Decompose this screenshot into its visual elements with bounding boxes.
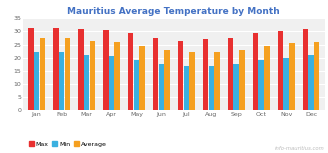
- Bar: [277, 32, 283, 110]
- Bar: [109, 56, 114, 110]
- Bar: [128, 33, 133, 110]
- Bar: [78, 29, 84, 110]
- Bar: [84, 55, 89, 110]
- Bar: [314, 42, 319, 110]
- Bar: [302, 29, 308, 110]
- Bar: [134, 60, 139, 110]
- Bar: [184, 66, 189, 110]
- Bar: [159, 64, 164, 110]
- Legend: Max, Min, Average: Max, Min, Average: [26, 139, 109, 149]
- Bar: [209, 66, 214, 110]
- Bar: [203, 39, 208, 110]
- Title: Mauritius Average Temperature by Month: Mauritius Average Temperature by Month: [68, 7, 280, 16]
- Bar: [189, 52, 195, 110]
- Bar: [234, 64, 239, 110]
- Bar: [103, 30, 109, 110]
- Bar: [289, 43, 295, 110]
- Bar: [40, 38, 45, 110]
- Text: info-mauritius.com: info-mauritius.com: [275, 146, 325, 151]
- Bar: [90, 41, 95, 110]
- Bar: [283, 58, 289, 110]
- Bar: [28, 28, 34, 110]
- Bar: [258, 60, 264, 110]
- Bar: [239, 50, 245, 110]
- Bar: [178, 41, 183, 110]
- Bar: [153, 38, 158, 110]
- Bar: [264, 46, 270, 110]
- Bar: [59, 52, 64, 110]
- Bar: [53, 28, 59, 110]
- Bar: [214, 52, 220, 110]
- Bar: [114, 42, 120, 110]
- Bar: [228, 38, 233, 110]
- Bar: [65, 38, 70, 110]
- Bar: [308, 55, 314, 110]
- Bar: [164, 50, 170, 110]
- Bar: [34, 52, 39, 110]
- Bar: [139, 46, 145, 110]
- Bar: [253, 33, 258, 110]
